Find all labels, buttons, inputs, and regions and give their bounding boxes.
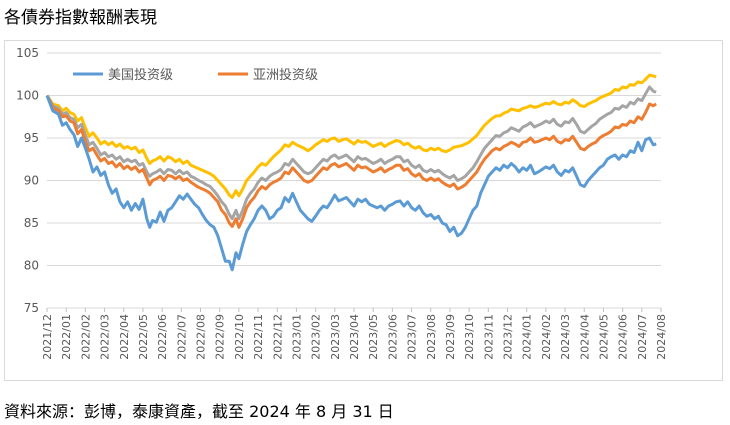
series-line-2 [45, 85, 657, 221]
x-tick-label: 2022/04 [118, 314, 131, 360]
x-tick-label: 2022/05 [137, 314, 150, 360]
x-tick-label: 2024/02 [540, 314, 553, 360]
series-line-0 [45, 94, 657, 272]
x-tick-label: 2022/10 [233, 314, 246, 360]
x-tick-label: 2023/10 [463, 314, 476, 360]
y-tick-label: 100 [16, 89, 39, 103]
x-tick-label: 2022/11 [252, 314, 265, 360]
x-tick-label: 2024/04 [578, 314, 591, 360]
legend-label: 亚洲投资级 [253, 67, 318, 83]
y-tick-label: 95 [24, 131, 39, 145]
x-tick-label: 2022/07 [175, 314, 188, 360]
x-tick-label: 2023/03 [329, 314, 342, 360]
x-tick-label: 2024/03 [559, 314, 572, 360]
x-tick-label: 2023/08 [425, 314, 438, 360]
x-tick-label: 2023/12 [502, 314, 515, 360]
x-tick-label: 2023/06 [386, 314, 399, 360]
x-tick-label: 2024/05 [597, 314, 610, 360]
y-tick-label: 75 [24, 301, 39, 315]
x-tick-label: 2024/08 [655, 314, 668, 360]
x-tick-label: 2022/09 [214, 314, 227, 360]
x-tick-label: 2022/03 [99, 314, 112, 360]
chart-frame: 75 80 85 90 95 100 105 2021/12 2022/01 2022/02 202… [4, 40, 723, 381]
y-tick-label: 85 [24, 216, 39, 230]
x-tick-label: 2024/01 [521, 314, 534, 360]
legend-label: 美国投资级 [108, 67, 173, 83]
source-note: 資料來源：彭博，泰康資產，截至 2024 年 8 月 31 日 [4, 402, 394, 421]
x-tick-label: 2024/06 [617, 314, 630, 360]
x-tick-label: 2021/12 [41, 314, 54, 360]
x-tick-label: 2023/02 [310, 314, 323, 360]
line-chart: 75 80 85 90 95 100 105 2021/12 2022/01 2022/02 202… [16, 46, 668, 360]
y-tick-label: 80 [24, 259, 39, 273]
x-tick-label: 2023/07 [406, 314, 419, 360]
series-line-1 [45, 94, 657, 229]
x-tick-label: 2022/12 [271, 314, 284, 360]
x-tick-label: 2023/04 [348, 314, 361, 360]
x-tick-label: 2022/02 [79, 314, 92, 360]
x-tick-label: 2022/01 [60, 314, 73, 360]
page-title: 各債券指數報酬表現 [4, 8, 157, 28]
x-tick-label: 2023/11 [482, 314, 495, 360]
x-tick-label: 2022/08 [195, 314, 208, 360]
x-tick-label: 2024/07 [636, 314, 649, 360]
x-tick-label: 2023/01 [290, 314, 303, 360]
x-tick-label: 2023/09 [444, 314, 457, 360]
x-tick-label: 2023/05 [367, 314, 380, 360]
y-tick-label: 90 [24, 174, 39, 188]
x-tick-label: 2022/06 [156, 314, 169, 360]
series-line-3 [45, 73, 657, 199]
y-tick-label: 105 [16, 46, 39, 60]
